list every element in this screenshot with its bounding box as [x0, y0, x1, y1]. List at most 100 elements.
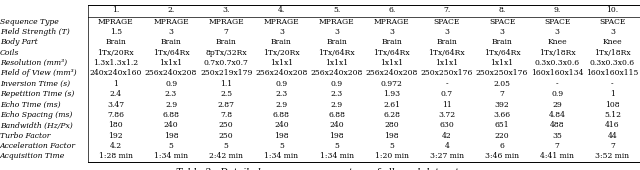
Text: 0.3x0.3x0.6: 0.3x0.3x0.6 — [590, 59, 635, 67]
Text: 1.5: 1.5 — [110, 28, 122, 36]
Text: Brain: Brain — [381, 38, 402, 46]
Text: 2.9: 2.9 — [165, 101, 177, 109]
Text: 9.: 9. — [554, 6, 561, 14]
Text: MPRAGE: MPRAGE — [374, 18, 410, 26]
Text: Resolution (mm³): Resolution (mm³) — [0, 59, 67, 67]
Text: 3: 3 — [168, 28, 173, 36]
Text: 1Tx/18Rx: 1Tx/18Rx — [539, 49, 575, 57]
Text: 1:34 min: 1:34 min — [154, 152, 188, 160]
Text: 3: 3 — [610, 28, 615, 36]
Text: 10.: 10. — [606, 6, 618, 14]
Text: 1:28 min: 1:28 min — [99, 152, 133, 160]
Text: 29: 29 — [552, 101, 562, 109]
Text: 1x1x1: 1x1x1 — [435, 59, 458, 67]
Text: 2.3: 2.3 — [330, 90, 342, 98]
Text: 1x1x1: 1x1x1 — [325, 59, 348, 67]
Text: 256x240x208: 256x240x208 — [365, 70, 418, 78]
Text: 6.28: 6.28 — [383, 111, 400, 119]
Text: 1.: 1. — [112, 6, 120, 14]
Text: 4:41 min: 4:41 min — [540, 152, 574, 160]
Text: 198: 198 — [329, 132, 344, 140]
Text: 0.7: 0.7 — [441, 90, 453, 98]
Text: 4: 4 — [444, 142, 449, 150]
Text: 5: 5 — [168, 142, 173, 150]
Text: 1: 1 — [113, 80, 118, 88]
Text: Brain: Brain — [436, 38, 458, 46]
Text: Table 2:  Detailed sequence parameters of all used datasets: Table 2: Detailed sequence parameters of… — [176, 168, 464, 170]
Text: -: - — [556, 80, 559, 88]
Text: Knee: Knee — [603, 38, 622, 46]
Text: 240: 240 — [164, 121, 179, 129]
Text: 2.9: 2.9 — [275, 101, 287, 109]
Text: 3: 3 — [389, 28, 394, 36]
Text: 651: 651 — [495, 121, 509, 129]
Text: 192: 192 — [109, 132, 124, 140]
Text: 3.47: 3.47 — [108, 101, 124, 109]
Text: 256x240x208: 256x240x208 — [145, 70, 197, 78]
Text: 1:34 min: 1:34 min — [319, 152, 354, 160]
Text: -: - — [445, 80, 448, 88]
Text: 4.2: 4.2 — [110, 142, 122, 150]
Text: Brain: Brain — [326, 38, 347, 46]
Text: 198: 198 — [274, 132, 289, 140]
Text: 240: 240 — [329, 121, 344, 129]
Text: 250x219x179: 250x219x179 — [200, 70, 252, 78]
Text: MPRAGE: MPRAGE — [264, 18, 300, 26]
Text: 3:52 min: 3:52 min — [595, 152, 630, 160]
Text: 1Tx/64Rx: 1Tx/64Rx — [318, 49, 355, 57]
Text: 108: 108 — [605, 101, 620, 109]
Text: 1Tx/64Rx: 1Tx/64Rx — [153, 49, 189, 57]
Text: 240: 240 — [274, 121, 289, 129]
Text: 3: 3 — [279, 28, 284, 36]
Text: 220: 220 — [495, 132, 509, 140]
Text: 2.05: 2.05 — [493, 80, 511, 88]
Text: 250x250x176: 250x250x176 — [420, 70, 473, 78]
Text: MPRAGE: MPRAGE — [98, 18, 134, 26]
Text: 0.9: 0.9 — [551, 90, 563, 98]
Text: Acquisition Time: Acquisition Time — [0, 152, 65, 160]
Text: 3: 3 — [500, 28, 504, 36]
Text: 2.: 2. — [168, 6, 175, 14]
Text: 416: 416 — [605, 121, 620, 129]
Text: 7: 7 — [500, 90, 504, 98]
Text: 0.9: 0.9 — [165, 80, 177, 88]
Text: Turbo Factor: Turbo Factor — [0, 132, 51, 140]
Text: 1:34 min: 1:34 min — [264, 152, 298, 160]
Text: 180: 180 — [109, 121, 124, 129]
Text: 7: 7 — [224, 28, 228, 36]
Text: Field Strength (T): Field Strength (T) — [0, 28, 70, 36]
Text: 240x240x160: 240x240x160 — [90, 70, 142, 78]
Text: 250x250x176: 250x250x176 — [476, 70, 528, 78]
Text: 250: 250 — [219, 132, 234, 140]
Text: 1:20 min: 1:20 min — [375, 152, 409, 160]
Text: 250: 250 — [219, 121, 234, 129]
Text: 1x1x1: 1x1x1 — [380, 59, 403, 67]
Text: 5: 5 — [279, 142, 284, 150]
Text: Brain: Brain — [106, 38, 126, 46]
Text: 7: 7 — [610, 142, 615, 150]
Text: 3: 3 — [555, 28, 560, 36]
Text: 1Tx/64Rx: 1Tx/64Rx — [429, 49, 465, 57]
Text: 1x1x1: 1x1x1 — [490, 59, 514, 67]
Text: 35: 35 — [552, 132, 562, 140]
Text: 1Tx/18Rx: 1Tx/18Rx — [594, 49, 631, 57]
Text: -: - — [611, 80, 614, 88]
Text: 4.84: 4.84 — [548, 111, 566, 119]
Text: SPACE: SPACE — [434, 18, 460, 26]
Text: 2.9: 2.9 — [330, 101, 342, 109]
Text: 160x160x115: 160x160x115 — [586, 70, 639, 78]
Text: 3.66: 3.66 — [493, 111, 511, 119]
Text: 160x160x134: 160x160x134 — [531, 70, 584, 78]
Text: 7.8: 7.8 — [220, 111, 232, 119]
Text: 1: 1 — [610, 90, 615, 98]
Text: 6.: 6. — [388, 6, 396, 14]
Text: 280: 280 — [385, 121, 399, 129]
Text: 3: 3 — [334, 28, 339, 36]
Text: 1x1x1: 1x1x1 — [159, 59, 182, 67]
Text: 1x1x1: 1x1x1 — [270, 59, 293, 67]
Text: 256x240x208: 256x240x208 — [310, 70, 363, 78]
Text: 198: 198 — [164, 132, 179, 140]
Text: MPRAGE: MPRAGE — [319, 18, 355, 26]
Text: 5: 5 — [224, 142, 228, 150]
Text: MPRAGE: MPRAGE — [153, 18, 189, 26]
